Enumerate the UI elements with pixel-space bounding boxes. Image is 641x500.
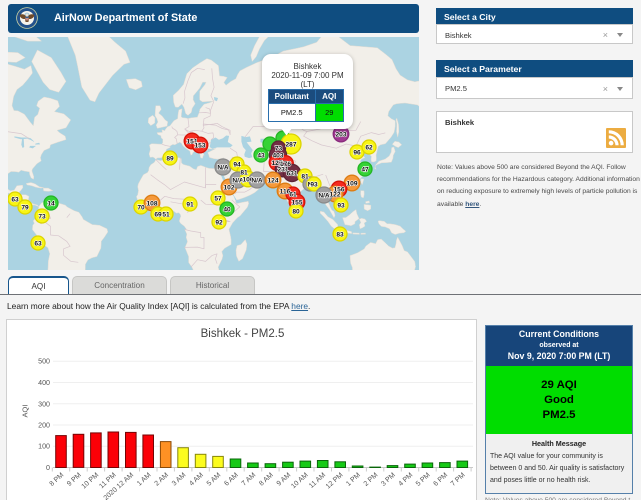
svg-text:93: 93 xyxy=(337,202,345,209)
svg-text:7 AM: 7 AM xyxy=(241,472,258,488)
svg-text:200: 200 xyxy=(38,422,50,430)
svg-text:92: 92 xyxy=(215,219,223,226)
svg-text:63: 63 xyxy=(34,240,42,247)
svg-text:109: 109 xyxy=(346,180,357,187)
svg-text:300: 300 xyxy=(38,400,50,408)
svg-text:156: 156 xyxy=(333,186,344,193)
svg-text:106: 106 xyxy=(242,176,253,183)
svg-text:61: 61 xyxy=(289,191,297,198)
svg-text:96: 96 xyxy=(353,149,361,156)
svg-text:3 PM: 3 PM xyxy=(380,472,397,488)
svg-text:631: 631 xyxy=(286,170,297,177)
svg-text:231: 231 xyxy=(277,166,288,173)
svg-text:153: 153 xyxy=(194,142,205,149)
svg-text:81: 81 xyxy=(240,169,248,176)
svg-text:4 AM: 4 AM xyxy=(188,472,205,488)
svg-text:4 PM: 4 PM xyxy=(398,472,415,488)
svg-text:116: 116 xyxy=(280,188,291,195)
svg-text:AQI: AQI xyxy=(21,405,30,418)
svg-text:1 PM: 1 PM xyxy=(345,472,362,488)
svg-text:155: 155 xyxy=(291,199,302,206)
svg-text:8 AM: 8 AM xyxy=(258,472,275,488)
svg-text:108: 108 xyxy=(146,200,157,207)
svg-text:N/A: N/A xyxy=(251,177,263,184)
svg-text:63: 63 xyxy=(11,196,19,203)
svg-text:3 AM: 3 AM xyxy=(171,472,188,488)
svg-text:93: 93 xyxy=(310,181,318,188)
svg-text:73: 73 xyxy=(38,213,46,220)
svg-text:127: 127 xyxy=(271,160,282,167)
svg-text:83: 83 xyxy=(336,231,344,238)
svg-text:10 PM: 10 PM xyxy=(81,472,101,491)
svg-text:6 AM: 6 AM xyxy=(223,472,240,488)
svg-text:5 AM: 5 AM xyxy=(206,472,223,488)
svg-text:79: 79 xyxy=(21,204,29,211)
svg-text:100: 100 xyxy=(38,443,50,451)
svg-text:151: 151 xyxy=(186,138,197,145)
svg-text:0: 0 xyxy=(46,464,50,472)
svg-text:47: 47 xyxy=(361,166,369,173)
svg-text:5 PM: 5 PM xyxy=(415,472,432,488)
svg-text:43: 43 xyxy=(257,152,265,159)
svg-text:40: 40 xyxy=(223,206,231,213)
svg-text:91: 91 xyxy=(186,201,194,208)
svg-text:62: 62 xyxy=(365,144,373,151)
svg-text:N/A: N/A xyxy=(232,177,244,184)
svg-text:102: 102 xyxy=(223,184,234,191)
svg-text:287: 287 xyxy=(285,141,296,148)
svg-text:80: 80 xyxy=(292,208,300,215)
svg-text:70: 70 xyxy=(137,204,145,211)
svg-text:N/A: N/A xyxy=(217,164,229,171)
svg-text:81: 81 xyxy=(301,173,309,180)
svg-text:124: 124 xyxy=(267,177,278,184)
svg-text:N: N xyxy=(308,181,313,188)
svg-text:176: 176 xyxy=(280,161,291,168)
svg-text:6 PM: 6 PM xyxy=(432,472,449,488)
svg-text:11 AM: 11 AM xyxy=(308,472,327,490)
svg-text:89: 89 xyxy=(166,155,174,162)
svg-text:1 AM: 1 AM xyxy=(136,472,153,488)
svg-text:8 PM: 8 PM xyxy=(49,472,66,488)
svg-text:12 PM: 12 PM xyxy=(325,472,345,491)
svg-text:203: 203 xyxy=(335,131,346,138)
svg-text:94: 94 xyxy=(233,161,241,168)
svg-text:2 PM: 2 PM xyxy=(363,472,380,488)
svg-text:122: 122 xyxy=(329,191,340,198)
svg-text:N/A: N/A xyxy=(318,192,330,199)
svg-text:2 AM: 2 AM xyxy=(153,472,170,488)
svg-text:14: 14 xyxy=(47,200,55,207)
svg-text:7 PM: 7 PM xyxy=(450,472,467,488)
svg-text:403: 403 xyxy=(272,152,283,159)
svg-text:400: 400 xyxy=(38,379,50,387)
svg-text:500: 500 xyxy=(38,358,50,366)
svg-text:57: 57 xyxy=(214,195,222,202)
svg-text:73: 73 xyxy=(275,145,283,152)
svg-text:69: 69 xyxy=(154,211,162,218)
svg-text:10 AM: 10 AM xyxy=(290,472,310,491)
svg-text:51: 51 xyxy=(162,211,170,218)
